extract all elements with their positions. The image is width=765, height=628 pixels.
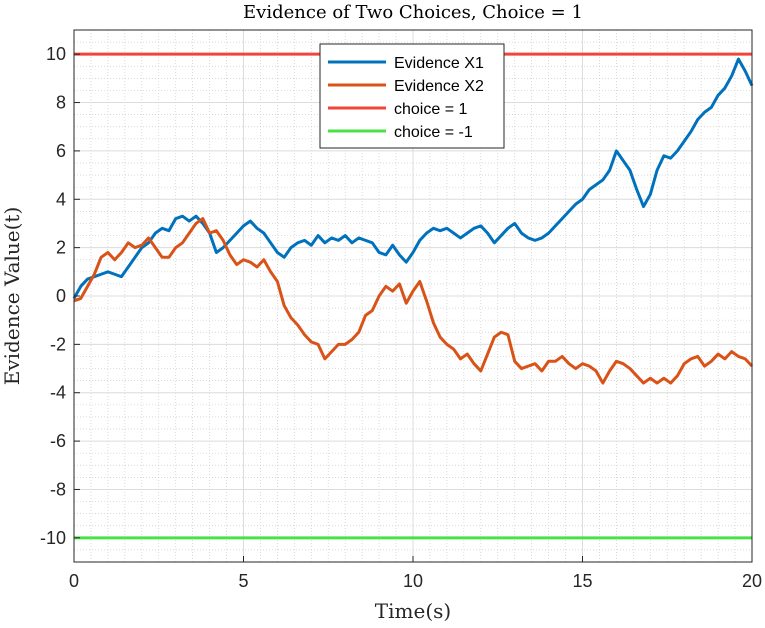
x-tick-label: 10	[403, 571, 423, 591]
y-tick-label: -10	[40, 528, 66, 548]
legend-label-4: choice = -1	[394, 124, 473, 141]
legend-label-1: Evidence X1	[394, 55, 484, 72]
y-tick-label: 6	[56, 141, 66, 161]
legend-items: Evidence X1 Evidence X2 choice = 1 choice =…	[328, 55, 484, 141]
x-axis-ticks: 0 5 10 15 20	[69, 556, 762, 591]
y-tick-label: 10	[46, 44, 66, 64]
y-tick-label: 8	[56, 93, 66, 113]
y-axis-ticks: -10 -8 -6 -4 -2 0 2 4 6 8 10	[40, 44, 80, 548]
y-tick-label: 2	[56, 238, 66, 258]
y-tick-label: 0	[56, 286, 66, 306]
y-tick-label: 4	[56, 189, 66, 209]
chart-title: Evidence of Two Choices, Choice = 1	[243, 2, 583, 23]
legend-label-3: choice = 1	[394, 101, 467, 118]
x-tick-label: 20	[742, 571, 762, 591]
y-axis-label: Evidence Value(t)	[0, 207, 24, 386]
x-tick-label: 15	[572, 571, 592, 591]
y-tick-label: -4	[50, 383, 66, 403]
series-layer	[72, 52, 754, 540]
y-tick-label: -6	[50, 431, 66, 451]
legend: Evidence X1 Evidence X2 choice = 1 choice =…	[319, 43, 505, 149]
x-tick-label: 5	[238, 571, 248, 591]
x-tick-label: 0	[69, 571, 79, 591]
y-tick-label: -2	[50, 334, 66, 354]
series-line-1	[72, 57, 754, 300]
x-axis-label: Time(s)	[375, 599, 451, 623]
y-tick-label: -8	[50, 479, 66, 499]
series-line-2	[73, 217, 754, 385]
legend-label-2: Evidence X2	[394, 78, 484, 95]
